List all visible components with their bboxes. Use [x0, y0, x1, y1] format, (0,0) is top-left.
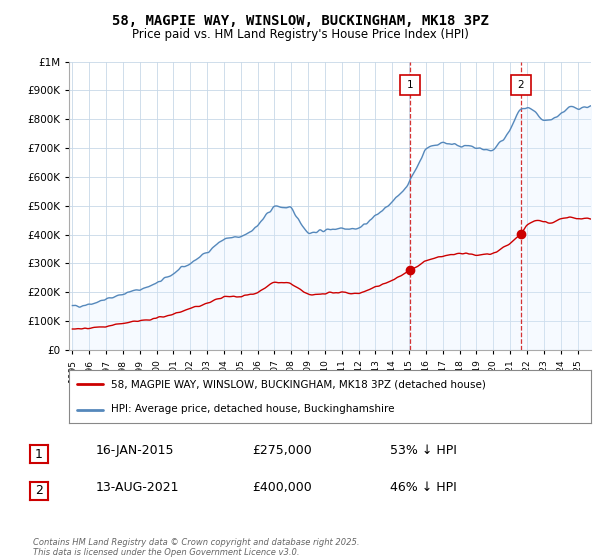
Text: 53% ↓ HPI: 53% ↓ HPI — [390, 444, 457, 458]
Text: 58, MAGPIE WAY, WINSLOW, BUCKINGHAM, MK18 3PZ (detached house): 58, MAGPIE WAY, WINSLOW, BUCKINGHAM, MK1… — [111, 380, 485, 390]
Text: 16-JAN-2015: 16-JAN-2015 — [96, 444, 175, 458]
Text: 58, MAGPIE WAY, WINSLOW, BUCKINGHAM, MK18 3PZ: 58, MAGPIE WAY, WINSLOW, BUCKINGHAM, MK1… — [112, 14, 488, 28]
Text: 2: 2 — [517, 80, 524, 90]
Text: Price paid vs. HM Land Registry's House Price Index (HPI): Price paid vs. HM Land Registry's House … — [131, 28, 469, 41]
Text: 2: 2 — [35, 484, 43, 497]
Text: 1: 1 — [35, 447, 43, 461]
Text: £275,000: £275,000 — [252, 444, 312, 458]
Text: 1: 1 — [407, 80, 413, 90]
Text: 13-AUG-2021: 13-AUG-2021 — [96, 480, 179, 494]
Text: Contains HM Land Registry data © Crown copyright and database right 2025.
This d: Contains HM Land Registry data © Crown c… — [33, 538, 359, 557]
Text: £400,000: £400,000 — [252, 480, 312, 494]
Text: 46% ↓ HPI: 46% ↓ HPI — [390, 480, 457, 494]
Text: HPI: Average price, detached house, Buckinghamshire: HPI: Average price, detached house, Buck… — [111, 404, 394, 414]
